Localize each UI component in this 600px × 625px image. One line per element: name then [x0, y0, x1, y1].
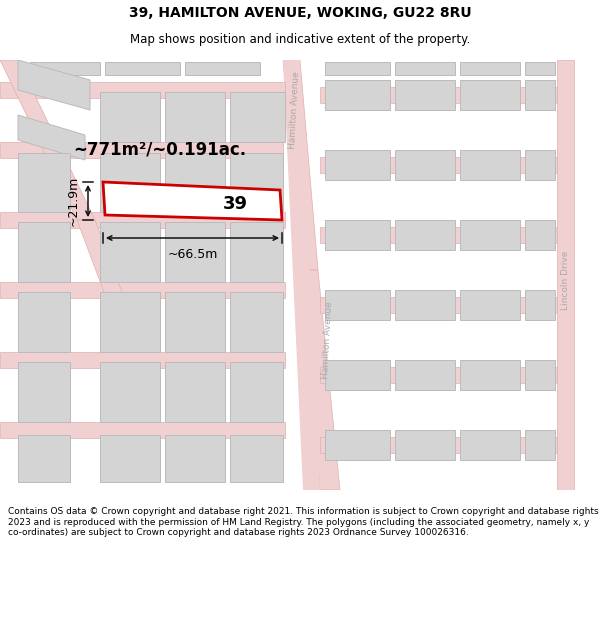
Polygon shape [525, 80, 555, 110]
Text: Hamilton Avenue: Hamilton Avenue [289, 71, 302, 149]
Text: Contains OS data © Crown copyright and database right 2021. This information is : Contains OS data © Crown copyright and d… [8, 507, 598, 537]
Polygon shape [230, 292, 283, 352]
Polygon shape [325, 80, 390, 110]
Polygon shape [395, 150, 455, 180]
Polygon shape [230, 435, 283, 482]
Polygon shape [0, 82, 285, 98]
Polygon shape [320, 297, 557, 313]
Polygon shape [18, 153, 70, 212]
Polygon shape [395, 290, 455, 320]
Text: 39: 39 [223, 195, 248, 213]
Polygon shape [185, 62, 260, 75]
Polygon shape [230, 222, 283, 282]
Polygon shape [165, 153, 225, 212]
Polygon shape [165, 92, 225, 142]
Polygon shape [525, 360, 555, 390]
Polygon shape [77, 220, 140, 340]
Polygon shape [100, 153, 160, 212]
Polygon shape [460, 290, 520, 320]
Polygon shape [325, 150, 390, 180]
Polygon shape [325, 62, 390, 75]
Polygon shape [105, 62, 180, 75]
Polygon shape [230, 153, 283, 212]
Text: ~21.9m: ~21.9m [67, 176, 80, 226]
Polygon shape [460, 150, 520, 180]
Polygon shape [18, 435, 70, 482]
Polygon shape [283, 60, 320, 490]
Polygon shape [100, 92, 160, 142]
Polygon shape [395, 62, 455, 75]
Text: Lincoln Drive: Lincoln Drive [560, 250, 569, 309]
Polygon shape [283, 60, 318, 270]
Polygon shape [165, 222, 225, 282]
Polygon shape [320, 437, 557, 453]
Polygon shape [0, 212, 285, 228]
Polygon shape [320, 227, 557, 243]
Polygon shape [100, 292, 160, 352]
Polygon shape [18, 115, 85, 160]
Text: ~66.5m: ~66.5m [167, 248, 218, 261]
Text: 39, HAMILTON AVENUE, WOKING, GU22 8RU: 39, HAMILTON AVENUE, WOKING, GU22 8RU [128, 6, 472, 20]
Polygon shape [165, 435, 225, 482]
Polygon shape [395, 360, 455, 390]
Polygon shape [302, 270, 340, 490]
Polygon shape [18, 362, 70, 422]
Polygon shape [460, 62, 520, 75]
Polygon shape [395, 430, 455, 460]
Polygon shape [525, 430, 555, 460]
Polygon shape [525, 220, 555, 250]
Polygon shape [100, 362, 160, 422]
Polygon shape [325, 290, 390, 320]
Polygon shape [230, 362, 283, 422]
Text: Hamilton Avenue: Hamilton Avenue [322, 301, 335, 379]
Polygon shape [18, 60, 90, 110]
Polygon shape [18, 222, 70, 282]
Polygon shape [0, 352, 285, 368]
Polygon shape [525, 150, 555, 180]
Polygon shape [460, 360, 520, 390]
Polygon shape [395, 220, 455, 250]
Text: ~771m²/~0.191ac.: ~771m²/~0.191ac. [73, 141, 247, 159]
Polygon shape [100, 435, 160, 482]
Polygon shape [165, 362, 225, 422]
Polygon shape [325, 430, 390, 460]
Polygon shape [395, 80, 455, 110]
Polygon shape [525, 62, 555, 75]
Polygon shape [100, 222, 160, 282]
Polygon shape [320, 367, 557, 383]
Polygon shape [525, 290, 555, 320]
Polygon shape [320, 157, 557, 173]
Polygon shape [103, 182, 282, 220]
Polygon shape [18, 292, 70, 352]
Polygon shape [557, 60, 574, 490]
Polygon shape [325, 360, 390, 390]
Polygon shape [0, 282, 285, 298]
Polygon shape [320, 87, 557, 103]
Text: Map shows position and indicative extent of the property.: Map shows position and indicative extent… [130, 33, 470, 46]
Polygon shape [325, 220, 390, 250]
Polygon shape [0, 60, 95, 220]
Polygon shape [165, 292, 225, 352]
Polygon shape [460, 430, 520, 460]
Polygon shape [30, 62, 100, 75]
Polygon shape [230, 92, 285, 142]
Polygon shape [0, 422, 285, 438]
Polygon shape [460, 80, 520, 110]
Polygon shape [460, 220, 520, 250]
Polygon shape [0, 142, 283, 158]
